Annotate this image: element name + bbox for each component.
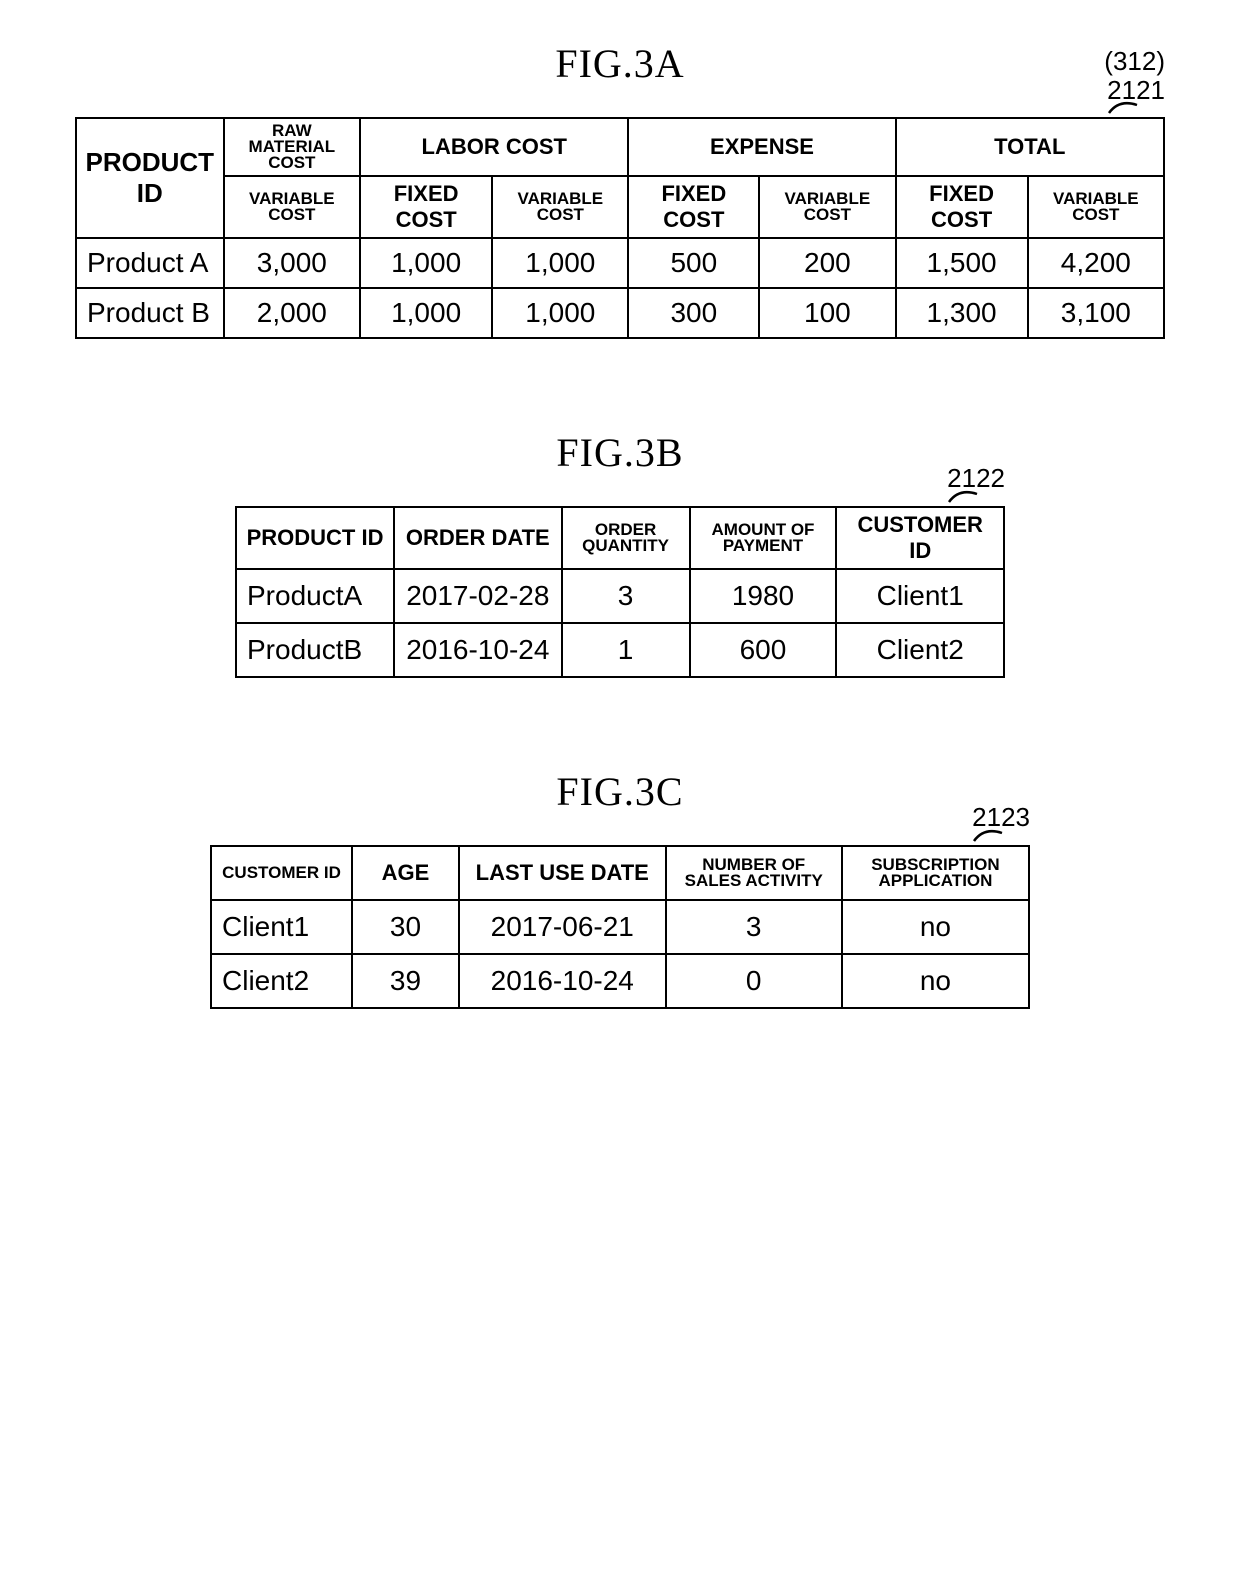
hdr-tot-fix: FIXED COST <box>896 176 1028 238</box>
hdr-sales: NUMBER OF SALES ACTIVITY <box>666 846 842 900</box>
table-row: ProductA 2017-02-28 3 1980 Client1 <box>236 569 1004 623</box>
cell: 300 <box>628 288 759 338</box>
hdr-sub: SUBSCRIPTION APPLICATION <box>842 846 1029 900</box>
hdr-raw: RAW MATERIAL COST <box>224 118 360 176</box>
cell: ProductB <box>236 623 394 677</box>
cell: no <box>842 900 1029 954</box>
hdr-order-qty: ORDER QUANTITY <box>562 507 690 569</box>
ref-curve-icon <box>1107 99 1147 119</box>
table-row: Product A 3,000 1,000 1,000 500 200 1,50… <box>76 238 1164 288</box>
table-row: Client1 30 2017-06-21 3 no <box>211 900 1029 954</box>
cell: 200 <box>759 238 895 288</box>
cell: Product A <box>76 238 224 288</box>
cell: 1980 <box>690 569 837 623</box>
cell: 1,500 <box>896 238 1028 288</box>
cell: Client2 <box>211 954 352 1008</box>
customer-table: CUSTOMER ID AGE LAST USE DATE NUMBER OF … <box>210 845 1030 1009</box>
figure-title: FIG.3A <box>60 40 1180 87</box>
hdr-product: PRODUCT ID <box>76 118 224 238</box>
cell: 2017-06-21 <box>459 900 666 954</box>
hdr-customer: CUSTOMER ID <box>836 507 1004 569</box>
hdr-labor-fix: FIXED COST <box>360 176 492 238</box>
figure-title: FIG.3B <box>60 429 1180 476</box>
cell: 500 <box>628 238 759 288</box>
cell: 30 <box>352 900 459 954</box>
hdr-total: TOTAL <box>896 118 1165 176</box>
table-row: Product B 2,000 1,000 1,000 300 100 1,30… <box>76 288 1164 338</box>
cell: 1,300 <box>896 288 1028 338</box>
cell: 1,000 <box>492 288 628 338</box>
cell: 1,000 <box>492 238 628 288</box>
hdr-last-use: LAST USE DATE <box>459 846 666 900</box>
cell: 0 <box>666 954 842 1008</box>
figure-3a: FIG.3A (312) 2121 PRODUCT ID RAW MATERIA… <box>60 40 1180 339</box>
cell: Client1 <box>836 569 1004 623</box>
cell: 2017-02-28 <box>394 569 562 623</box>
reference-label: (312) 2121 <box>1104 47 1165 104</box>
cell: 100 <box>759 288 895 338</box>
cell: 2016-10-24 <box>394 623 562 677</box>
cost-table: PRODUCT ID RAW MATERIAL COST LABOR COST … <box>75 117 1165 339</box>
cell: 4,200 <box>1028 238 1164 288</box>
figure-3c: FIG.3C 2123 CUSTOMER ID AGE LAST USE DAT… <box>60 768 1180 1009</box>
hdr-raw-var: VARIABLE COST <box>224 176 360 238</box>
hdr-exp-var: VARIABLE COST <box>759 176 895 238</box>
hdr-labor-var: VARIABLE COST <box>492 176 628 238</box>
hdr-age: AGE <box>352 846 459 900</box>
cell: 3 <box>562 569 690 623</box>
hdr-expense: EXPENSE <box>628 118 895 176</box>
cell: 1 <box>562 623 690 677</box>
hdr-customer: CUSTOMER ID <box>211 846 352 900</box>
cell: 1,000 <box>360 238 492 288</box>
order-table: PRODUCT ID ORDER DATE ORDER QUANTITY AMO… <box>235 506 1005 678</box>
cell: 3,100 <box>1028 288 1164 338</box>
cell: Client1 <box>211 900 352 954</box>
ref-curve-icon <box>947 488 987 508</box>
hdr-tot-var: VARIABLE COST <box>1028 176 1164 238</box>
cell: 1,000 <box>360 288 492 338</box>
ref-curve-icon <box>972 827 1012 847</box>
hdr-product: PRODUCT ID <box>236 507 394 569</box>
ref-top: (312) <box>1104 46 1165 76</box>
cell: no <box>842 954 1029 1008</box>
cell: 2,000 <box>224 288 360 338</box>
cell: 3 <box>666 900 842 954</box>
figure-3b: FIG.3B 2122 PRODUCT ID ORDER DATE ORDER … <box>60 429 1180 678</box>
hdr-labor: LABOR COST <box>360 118 628 176</box>
cell: ProductA <box>236 569 394 623</box>
hdr-order-date: ORDER DATE <box>394 507 562 569</box>
cell: 39 <box>352 954 459 1008</box>
cell: 3,000 <box>224 238 360 288</box>
hdr-exp-fix: FIXED COST <box>628 176 759 238</box>
cell: 2016-10-24 <box>459 954 666 1008</box>
table-row: Client2 39 2016-10-24 0 no <box>211 954 1029 1008</box>
cell: Client2 <box>836 623 1004 677</box>
table-row: ProductB 2016-10-24 1 600 Client2 <box>236 623 1004 677</box>
hdr-amount: AMOUNT OF PAYMENT <box>690 507 837 569</box>
cell: 600 <box>690 623 837 677</box>
cell: Product B <box>76 288 224 338</box>
